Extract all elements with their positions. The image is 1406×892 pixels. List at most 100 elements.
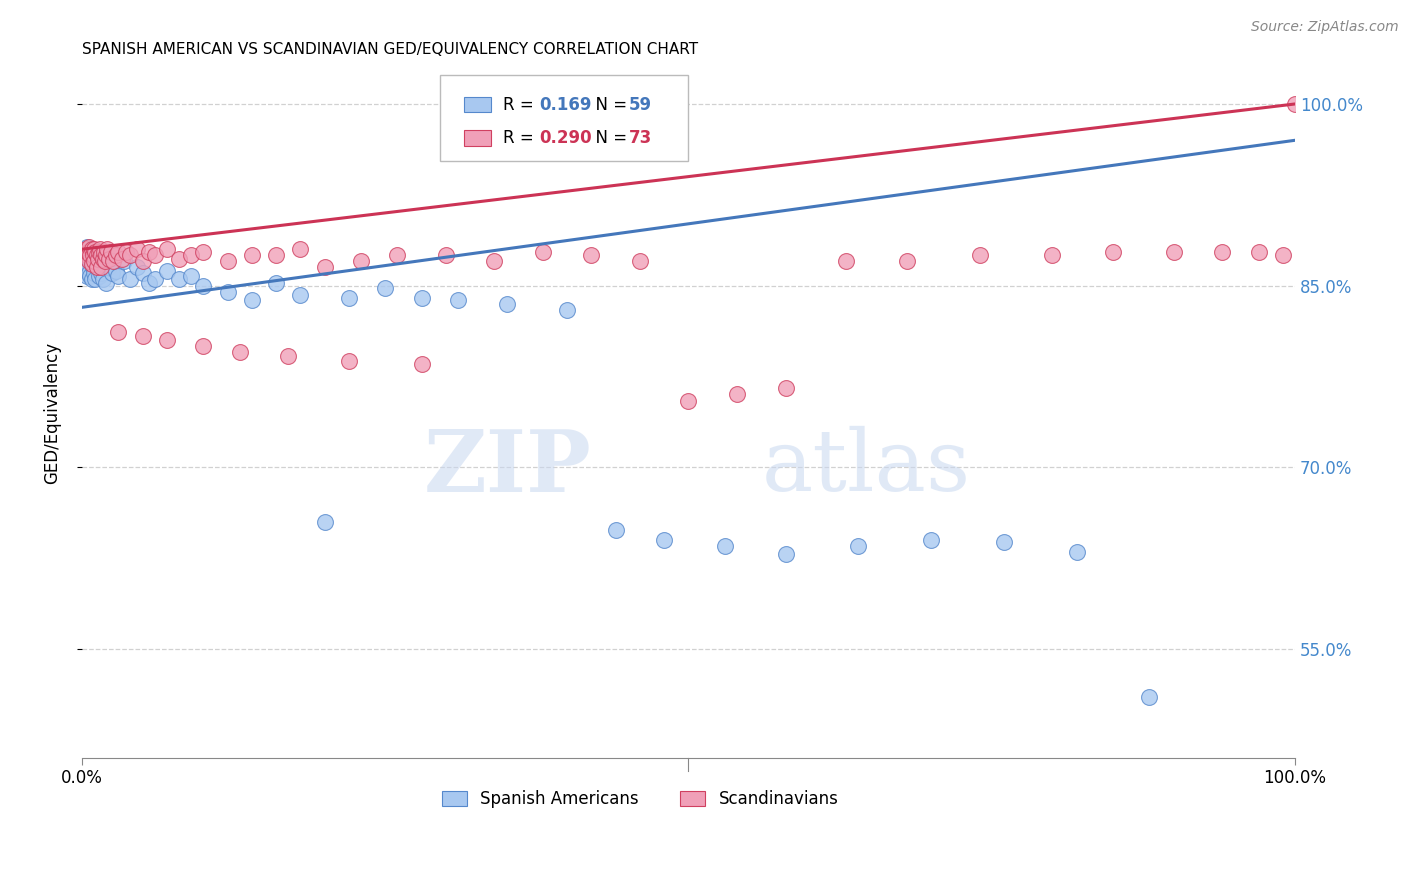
Point (628, 254, 651, 268)
Point (387, 248, 409, 262)
Point (193, 244, 215, 259)
Point (94, 254, 117, 268)
Point (82, 248, 104, 262)
Point (75, 254, 97, 268)
Point (264, 276, 287, 290)
Point (76, 240, 98, 254)
Y-axis label: GED/Equivalency: GED/Equivalency (44, 342, 60, 483)
Point (240, 248, 263, 262)
Point (920, 533, 942, 547)
Point (96, 242, 118, 256)
Point (83, 254, 105, 268)
Point (193, 278, 215, 293)
Point (156, 333, 179, 347)
Point (89, 257, 111, 271)
Point (101, 267, 124, 281)
Point (100, 244, 122, 259)
Point (82, 260, 104, 275)
Legend: Spanish Americans, Scandinavians: Spanish Americans, Scandinavians (434, 783, 845, 815)
Point (775, 381, 797, 395)
Point (495, 296, 517, 310)
Point (89, 242, 111, 256)
Point (374, 281, 396, 295)
Point (80, 242, 103, 256)
Point (87, 244, 110, 259)
Point (96, 248, 118, 262)
Point (350, 254, 373, 268)
Point (484, 254, 506, 268)
Point (434, 248, 457, 262)
Text: R =: R = (503, 95, 538, 113)
Point (107, 268, 129, 283)
Point (90, 260, 112, 275)
Point (79, 254, 101, 268)
Point (725, 387, 748, 401)
Point (83, 267, 105, 281)
Point (337, 291, 360, 305)
Point (86, 248, 108, 262)
Point (138, 244, 160, 259)
Point (104, 248, 127, 262)
Point (167, 272, 190, 286)
Point (290, 242, 312, 256)
Point (1271, 248, 1294, 262)
Point (80, 272, 103, 286)
Point (1139, 690, 1161, 705)
Point (89, 248, 111, 262)
Point (605, 523, 627, 537)
Point (80, 257, 103, 271)
Point (96, 276, 118, 290)
Point (97, 252, 120, 266)
Point (86, 260, 108, 275)
Point (180, 268, 202, 283)
Point (90, 267, 112, 281)
Point (337, 353, 360, 368)
Point (83, 254, 105, 268)
Point (93, 244, 115, 259)
Point (107, 244, 129, 259)
Point (77, 248, 100, 262)
Point (112, 254, 135, 268)
Point (411, 357, 433, 371)
Point (1066, 545, 1088, 559)
Point (277, 349, 299, 363)
Point (77, 244, 100, 259)
Point (264, 248, 287, 262)
Point (91, 272, 114, 286)
Point (156, 242, 179, 256)
Point (76, 268, 98, 283)
Point (1284, 97, 1306, 112)
Point (93, 254, 115, 268)
Point (775, 547, 797, 561)
Point (1247, 244, 1270, 259)
Point (120, 248, 142, 262)
Point (79, 268, 101, 283)
Point (131, 254, 153, 268)
Point (77, 254, 100, 268)
Point (531, 244, 554, 259)
Point (835, 254, 858, 268)
Point (77, 267, 100, 281)
Text: 59: 59 (628, 95, 652, 113)
Point (76, 248, 98, 262)
Point (217, 254, 239, 268)
Point (1102, 244, 1125, 259)
Text: atlas: atlas (761, 426, 970, 509)
Point (79, 248, 101, 262)
Point (411, 291, 433, 305)
Point (447, 293, 470, 307)
Point (114, 244, 136, 259)
Point (131, 267, 153, 281)
Point (290, 288, 312, 302)
Point (77, 240, 100, 254)
Text: 73: 73 (628, 129, 652, 147)
Point (896, 254, 918, 268)
Point (83, 242, 105, 256)
Point (120, 272, 142, 286)
Point (714, 539, 737, 553)
Point (846, 539, 869, 553)
Point (217, 285, 239, 299)
Point (1211, 244, 1233, 259)
Point (86, 260, 108, 275)
FancyBboxPatch shape (464, 97, 491, 112)
